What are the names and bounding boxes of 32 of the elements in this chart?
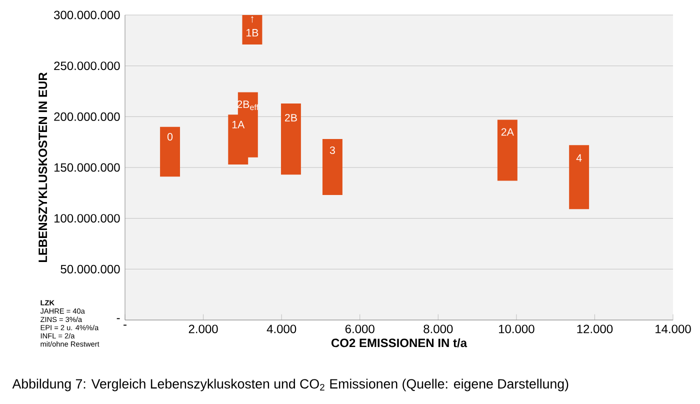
x-tick-label: 8.000 <box>424 324 453 334</box>
bar <box>569 145 590 210</box>
x-tick-label: 10.000 <box>499 324 534 334</box>
series-label: 0 <box>167 133 173 141</box>
y-axis-title: LEBENSZYKLUSKOSTEN IN EUR <box>38 72 48 262</box>
series-label: 1A <box>232 120 245 128</box>
y-tick-label: 100.000.000 <box>54 214 120 223</box>
y-tick-label: 150.000.000 <box>54 163 120 172</box>
x-tick-label: 4.000 <box>266 324 296 334</box>
y-tick-label: 200.000.000 <box>54 112 120 121</box>
bar <box>242 15 262 44</box>
y-tick-label: - <box>116 318 120 320</box>
y-tick-label: 250.000.000 <box>54 62 120 70</box>
x-axis-title: CO2 EMISSIONEN IN t/a <box>331 338 468 348</box>
series-label: 3 <box>330 146 335 154</box>
y-tick-label: 300.000.000 <box>54 10 120 20</box>
x-tick-label: 12.000 <box>577 324 613 334</box>
x-tick-label: 14.000 <box>656 324 691 334</box>
series-label: 4 <box>576 154 582 162</box>
bar <box>497 120 518 181</box>
text: Abbildung 7: Vergleich Lebenszykluskosten und CO$_{2}$ Emissionen (Quelle: eigene Darstellung) <box>12 378 568 392</box>
series-label: 2A <box>501 128 514 136</box>
x-tick-label: 2.000 <box>188 324 218 334</box>
bar <box>160 126 180 177</box>
series-label: 2B <box>284 114 297 122</box>
annotation: ↑ <box>250 16 254 23</box>
bar <box>280 103 301 175</box>
y-tick-label: 50.000.000 <box>60 264 120 274</box>
bar <box>322 139 342 195</box>
series-label: 1B <box>246 29 258 36</box>
x-tick-label: - <box>124 324 126 326</box>
x-tick-label: 6.000 <box>345 324 374 334</box>
